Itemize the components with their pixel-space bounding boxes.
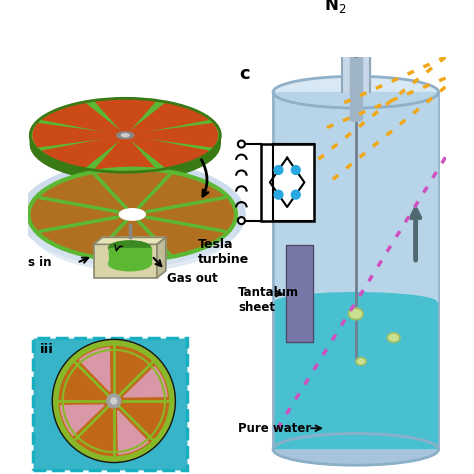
Ellipse shape <box>109 241 151 255</box>
Polygon shape <box>61 366 104 397</box>
Circle shape <box>238 141 245 147</box>
Circle shape <box>238 217 245 224</box>
Polygon shape <box>129 103 208 134</box>
Text: Tantalum
sheet: Tantalum sheet <box>238 286 299 314</box>
Polygon shape <box>95 139 155 171</box>
Ellipse shape <box>342 28 370 36</box>
FancyBboxPatch shape <box>93 245 157 278</box>
Circle shape <box>292 165 300 174</box>
Polygon shape <box>93 237 166 245</box>
Circle shape <box>274 165 283 174</box>
Ellipse shape <box>350 43 362 49</box>
Polygon shape <box>129 137 208 167</box>
Polygon shape <box>350 46 362 118</box>
Polygon shape <box>28 214 236 271</box>
Ellipse shape <box>348 308 363 319</box>
Ellipse shape <box>387 333 400 343</box>
Text: iii: iii <box>40 343 54 356</box>
Ellipse shape <box>121 134 129 137</box>
Polygon shape <box>80 348 110 392</box>
Polygon shape <box>95 100 155 132</box>
Ellipse shape <box>117 132 134 138</box>
Ellipse shape <box>356 357 366 365</box>
Polygon shape <box>118 410 148 454</box>
Polygon shape <box>134 124 218 147</box>
Text: Gas out: Gas out <box>167 272 218 285</box>
Circle shape <box>351 48 360 57</box>
Text: Tesla
turbine: Tesla turbine <box>197 238 249 266</box>
Circle shape <box>274 190 283 199</box>
Polygon shape <box>157 237 166 278</box>
Polygon shape <box>124 405 167 435</box>
Circle shape <box>292 190 300 199</box>
Polygon shape <box>30 135 220 181</box>
Polygon shape <box>80 410 110 454</box>
Polygon shape <box>342 32 370 92</box>
FancyBboxPatch shape <box>33 337 187 470</box>
Text: c: c <box>240 65 250 83</box>
Polygon shape <box>275 92 437 302</box>
FancyBboxPatch shape <box>286 245 313 342</box>
Polygon shape <box>61 405 104 435</box>
Ellipse shape <box>28 169 236 260</box>
Circle shape <box>107 394 121 408</box>
Circle shape <box>111 398 117 404</box>
Ellipse shape <box>273 434 438 465</box>
Polygon shape <box>109 248 151 264</box>
Polygon shape <box>275 302 437 447</box>
Text: N$_2$: N$_2$ <box>324 0 346 15</box>
Polygon shape <box>273 92 438 449</box>
Circle shape <box>56 343 172 459</box>
Text: Pure water: Pure water <box>238 422 311 435</box>
Polygon shape <box>43 103 121 134</box>
Circle shape <box>52 339 175 463</box>
Ellipse shape <box>350 116 362 122</box>
Ellipse shape <box>30 98 220 172</box>
Polygon shape <box>118 348 148 392</box>
Polygon shape <box>33 124 116 147</box>
Polygon shape <box>124 366 167 397</box>
Polygon shape <box>43 137 121 167</box>
Ellipse shape <box>119 209 145 220</box>
Text: s in: s in <box>28 256 52 269</box>
Ellipse shape <box>275 293 437 312</box>
Ellipse shape <box>273 76 438 108</box>
FancyBboxPatch shape <box>261 144 313 220</box>
Ellipse shape <box>109 257 151 271</box>
